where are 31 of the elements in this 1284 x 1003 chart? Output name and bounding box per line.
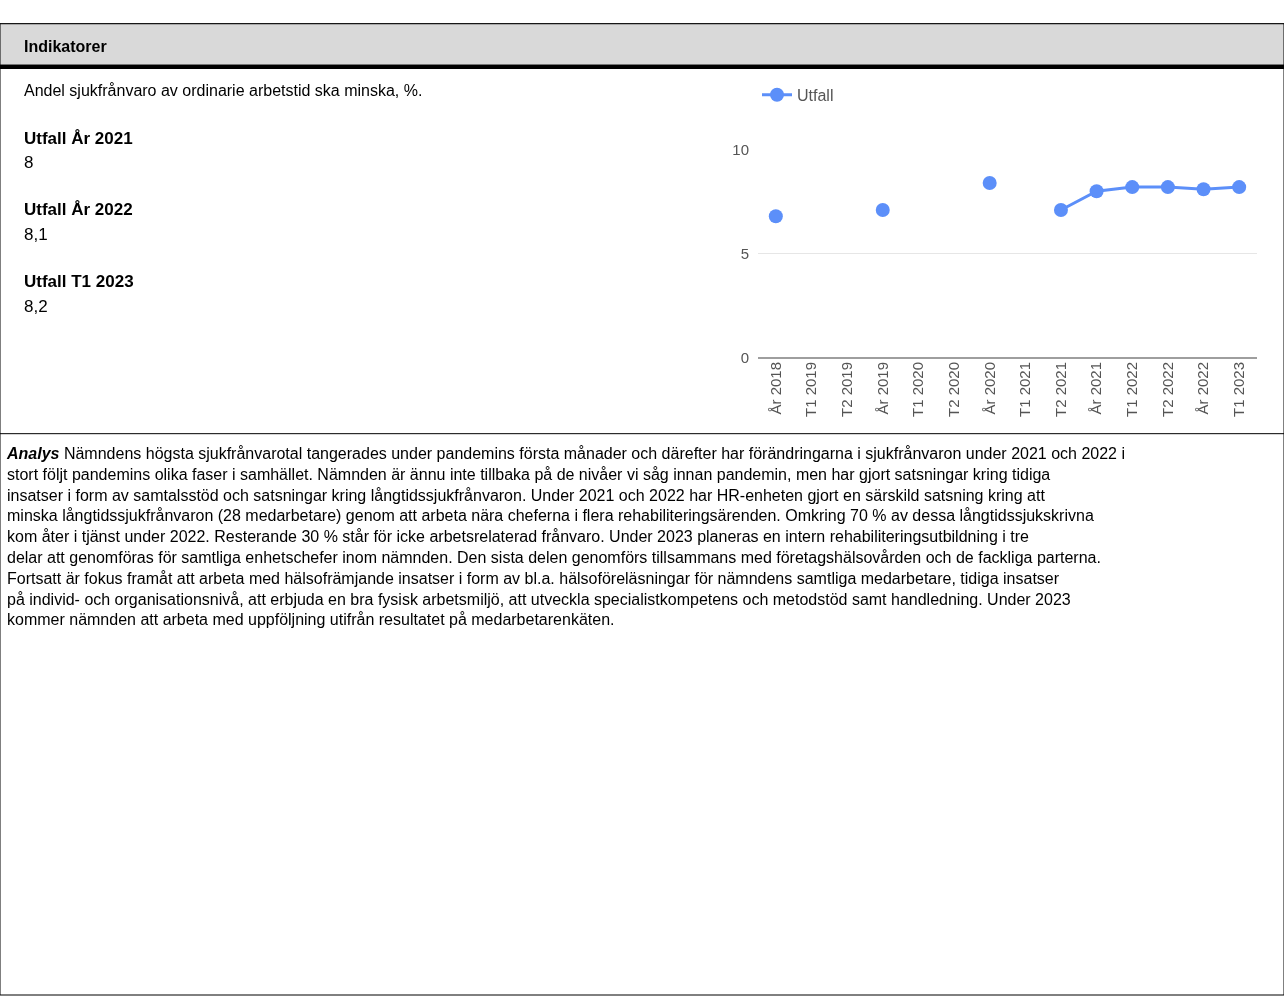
- text: Analys Nämndens högsta sjukfrånvarotal tangerades under pandemins första månader och därefter har förändringarna i sjukfrånvaron under 2021 och 2022 i stort följt pandemins olika faser i samhället. Nämnden är ännu inte tillbaka på de nivåer vi såg innan pandemin, men har gjort satsningar kring tidiga insatser i form av samtalsstöd och satsningar kring långtidssjukfrånvaron. Under 2021 och 2022 har HR-enheten gjort en särskild satsning kring att minska långtidssjukfrånvaron (28 medarbetare) genom att arbeta nära cheferna i flera rehabiliteringsärenden. Omkring 70 % av dessa långtidssjukskrivna kom åter i tjänst under 2022. Resterande 30 % står för icke arbetsrelaterad frånvaro. Under 2023 planeras en intern rehabiliteringsutbildning i tre delar att genomföras för samtliga enhetschefer inom nämnden. Den sista delen genomförs tillsammans med företagshälsovården och de fackliga parterna.: [6, 445, 1126, 566]
- text: Utfall År 2021: [24, 129, 133, 148]
- text: Andel sjukfrånvaro av ordinarie arbetstid ska minska, %.: [24, 82, 423, 99]
- x-tick-label: T1 2019: [802, 361, 820, 418]
- point: [982, 175, 997, 190]
- text: Indikatorer: [24, 38, 107, 55]
- y-tick-label: 5: [740, 245, 749, 263]
- text: Utfall T1 2023: [24, 272, 134, 291]
- y-tick-label: 10: [732, 140, 749, 158]
- x-tick-label: År 2018: [766, 361, 784, 415]
- x-tick-label: År 2020: [980, 361, 998, 415]
- text: 8,1: [24, 225, 48, 244]
- point: [768, 209, 783, 224]
- x-tick-label: T1 2020: [909, 361, 927, 418]
- x-tick-label: År 2019: [873, 361, 891, 415]
- x-tick-label: T2 2021: [1051, 361, 1069, 418]
- x-tick-label: T1 2023: [1230, 361, 1248, 418]
- x-tick-label: T2 2020: [944, 361, 962, 418]
- x-tick-label: T2 2022: [1158, 361, 1176, 418]
- point: [875, 203, 890, 218]
- x-tick-label: År 2021: [1087, 361, 1105, 415]
- x-tick-label: År 2022: [1194, 361, 1212, 415]
- x-tick-label: T1 2022: [1123, 361, 1141, 418]
- text: Fortsatt är fokus framåt att arbeta med hälsofrämjande insatser i form av bl.a. hälsoföreläsningar för nämndens samtliga medarbetare, tidiga insatser på individ- och organisationsnivå, att erbjuda en bra fysisk arbetsmiljö, att utveckla specialistkompetens och metodstöd samt handledning. Under 2023 kommer nämnden att arbeta med uppföljning utifrån resultatet på medarbetarenkäten.: [7, 569, 1071, 629]
- x-tick-label: T2 2019: [837, 361, 855, 418]
- y-tick-label: 0: [740, 349, 749, 367]
- text: 8: [24, 153, 34, 172]
- x-tick-label: T1 2021: [1016, 361, 1034, 418]
- legend-label: Utfall: [797, 86, 834, 104]
- text: 8,2: [24, 297, 48, 316]
- text: Utfall År 2022: [24, 200, 133, 219]
